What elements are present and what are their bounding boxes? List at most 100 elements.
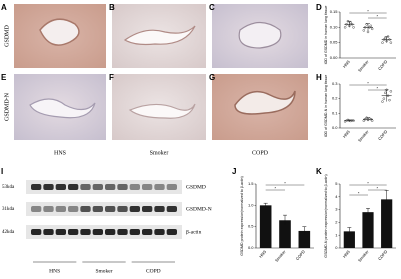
x-tick-label: Smoker — [274, 249, 287, 263]
blot-band — [142, 229, 153, 235]
panel-label: A — [1, 3, 7, 12]
blot-band — [142, 206, 153, 212]
blot-band — [117, 184, 128, 190]
blot-band — [105, 206, 116, 212]
blot-band — [154, 229, 165, 235]
y-tick-label: 0.1 — [332, 110, 338, 115]
panel-label: H — [316, 73, 322, 82]
x-tick-label: COPD — [377, 59, 388, 71]
y-axis-label: GSDMD protein expression(normalized to β… — [240, 176, 244, 256]
y-tick-label: 0.00 — [330, 55, 339, 60]
image-label: HNS — [54, 150, 66, 156]
panel-label: K — [316, 167, 322, 176]
y-tick-label: 0.05 — [330, 40, 339, 45]
blot-band — [31, 206, 42, 212]
panel-label: G — [209, 73, 215, 82]
y-tick-label: 1.0 — [248, 202, 254, 207]
blot-strip — [26, 202, 182, 216]
sig-star: * — [358, 191, 360, 196]
labels: A B C D E F G H I J K GSDMD GSDMD-N HNS … — [1, 3, 322, 176]
blot-band — [92, 184, 103, 190]
blot-band — [68, 206, 79, 212]
blot-band — [68, 184, 79, 190]
bar — [343, 231, 355, 248]
bar — [279, 220, 291, 248]
blot-band — [117, 229, 128, 235]
y-axis-label: IOD of GSDMD-N in human lung tissue — [324, 75, 328, 138]
y-tick-label: 0.2 — [332, 96, 338, 101]
blot-band — [154, 184, 165, 190]
panel-label: B — [109, 3, 115, 12]
blot-strip — [26, 180, 182, 194]
blot-band — [117, 206, 128, 212]
y-tick-label: 5 — [335, 181, 338, 186]
blot-band — [55, 229, 66, 235]
row-label: GSDMD — [4, 24, 10, 46]
panel-label: C — [209, 3, 215, 12]
point — [389, 90, 393, 93]
airway — [238, 21, 282, 49]
blot-band — [129, 229, 140, 235]
sig-star: * — [367, 9, 369, 14]
point — [381, 41, 384, 44]
point — [382, 97, 386, 100]
blot-band — [55, 184, 66, 190]
x-tick-label: COPD — [295, 249, 306, 261]
panel-label: J — [232, 167, 236, 176]
blot-band — [80, 206, 91, 212]
point — [362, 119, 365, 122]
bar — [259, 205, 272, 248]
y-tick-label: 0.0 — [248, 245, 254, 250]
point — [388, 98, 391, 102]
airway — [39, 18, 80, 46]
y-axis-label: IOD of GSDMD in human lung tissue — [324, 6, 328, 65]
blot-band — [166, 184, 177, 190]
airway — [29, 98, 96, 119]
x-tick-label: COPD — [377, 129, 388, 141]
blot-group: COPD — [146, 268, 161, 274]
blot-band — [55, 206, 66, 212]
row-label: GSDMD-N — [4, 92, 10, 121]
airway — [128, 103, 196, 119]
blot-band — [166, 229, 177, 235]
blot-band — [166, 206, 177, 212]
blot-protein: β-actin — [186, 229, 202, 235]
airway — [123, 25, 196, 46]
point — [389, 41, 393, 44]
blot-strip — [26, 225, 182, 239]
sig-star: * — [284, 181, 286, 186]
blot-group: Smoker — [95, 268, 112, 274]
blot-band — [80, 229, 91, 235]
blot-band — [129, 184, 140, 190]
sig-star: * — [367, 81, 369, 86]
point — [384, 36, 387, 40]
blot-protein: GSDMD-N — [186, 206, 212, 212]
blot-band — [92, 206, 103, 212]
y-tick-label: 3 — [335, 207, 338, 212]
sig-star: * — [377, 14, 379, 19]
blot-band — [142, 184, 153, 190]
airway — [234, 90, 296, 115]
blot-band — [43, 229, 54, 235]
y-tick-label: 0.0 — [332, 125, 338, 130]
panel-label: I — [1, 167, 3, 176]
point — [371, 27, 374, 31]
panel-label: E — [1, 73, 7, 82]
point — [369, 24, 372, 27]
blot-group: HNS — [49, 268, 60, 274]
panel-label: F — [109, 73, 114, 82]
point — [349, 21, 352, 24]
blot-band — [43, 184, 54, 190]
point — [381, 100, 384, 103]
blot-protein: GSDMD — [186, 184, 206, 190]
blot-band — [80, 184, 91, 190]
sig-star: * — [275, 186, 277, 191]
micrographs — [14, 4, 308, 140]
bar — [381, 199, 393, 248]
blot-size: 42kda — [2, 230, 15, 235]
y-tick-label: 2 — [335, 219, 338, 224]
sig-star: * — [367, 181, 369, 186]
blot-band — [129, 206, 140, 212]
image-label: COPD — [252, 150, 269, 156]
